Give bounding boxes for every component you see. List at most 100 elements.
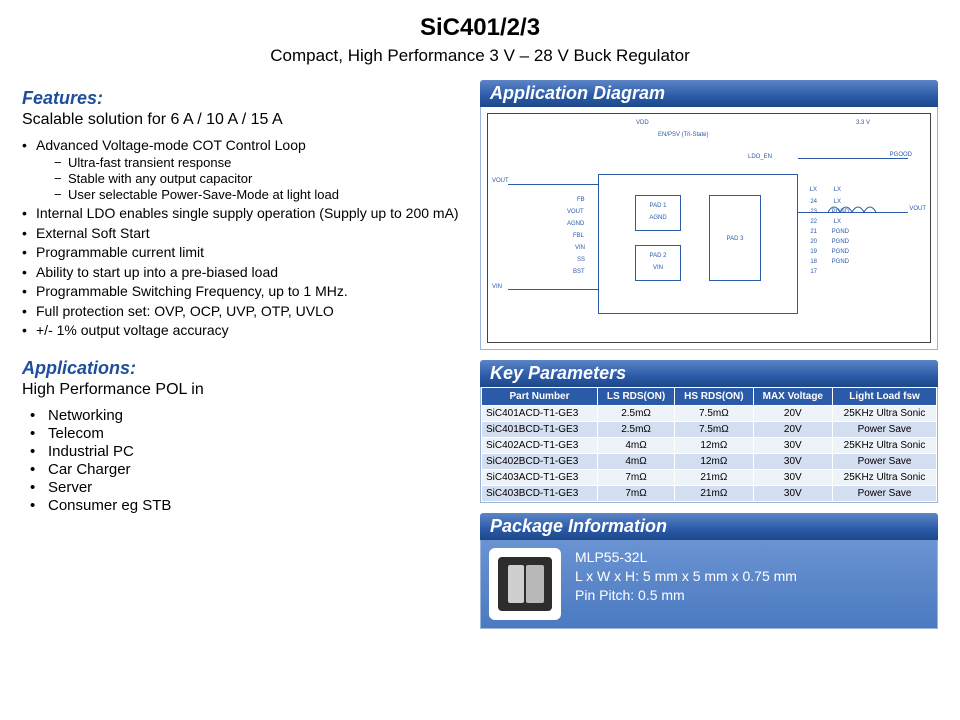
package-chip-icon: [489, 548, 561, 620]
diag-label: FBL: [573, 233, 584, 239]
table-cell: 7.5mΩ: [675, 406, 753, 422]
table-cell: 30V: [753, 470, 832, 486]
table-cell: 7.5mΩ: [675, 422, 753, 438]
diag-label: AGND: [649, 215, 666, 221]
feature-item: Programmable current limit: [22, 244, 462, 262]
table-row: SiC401ACD-T1-GE32.5mΩ7.5mΩ20V25KHz Ultra…: [482, 406, 937, 422]
table-cell: 12mΩ: [675, 438, 753, 454]
features-list: Advanced Voltage-mode COT Control Loop U…: [22, 137, 462, 340]
table-cell: 30V: [753, 438, 832, 454]
diag-label: VIN: [575, 245, 585, 251]
table-cell: 30V: [753, 486, 832, 502]
feature-item: Ability to start up into a pre-biased lo…: [22, 264, 462, 282]
app-item: Server: [30, 479, 462, 496]
col-header: Light Load fsw: [833, 388, 937, 406]
app-item: Telecom: [30, 425, 462, 442]
table-cell: 25KHz Ultra Sonic: [833, 438, 937, 454]
table-cell: 25KHz Ultra Sonic: [833, 470, 937, 486]
left-column: Features: Scalable solution for 6 A / 10…: [22, 80, 462, 629]
features-lead: Scalable solution for 6 A / 10 A / 15 A: [22, 111, 462, 129]
app-diagram-panel: VDD EN/PSV (Tri-State) 3.3 V LDO_EN PGOO…: [480, 107, 938, 350]
table-row: SiC402ACD-T1-GE34mΩ12mΩ30V25KHz Ultra So…: [482, 438, 937, 454]
table-row: SiC403ACD-T1-GE37mΩ21mΩ30V25KHz Ultra So…: [482, 470, 937, 486]
table-cell: SiC402ACD-T1-GE3: [482, 438, 598, 454]
table-cell: SiC401ACD-T1-GE3: [482, 406, 598, 422]
table-cell: 2.5mΩ: [598, 406, 675, 422]
table-row: SiC403BCD-T1-GE37mΩ21mΩ30VPower Save: [482, 486, 937, 502]
diag-label: VIN: [492, 284, 502, 290]
diag-label: PGND: [832, 249, 849, 255]
diag-label: VIN: [653, 265, 663, 271]
table-cell: 7mΩ: [598, 486, 675, 502]
applications-list: Networking Telecom Industrial PC Car Cha…: [22, 407, 462, 514]
col-header: Part Number: [482, 388, 598, 406]
feature-item: Advanced Voltage-mode COT Control Loop: [36, 137, 306, 153]
feature-item: Programmable Switching Frequency, up to …: [22, 283, 462, 301]
diag-label: LX: [834, 187, 841, 193]
applications-heading: Applications:: [22, 358, 462, 379]
right-column: Application Diagram VDD EN/PSV (Tri-Stat…: [480, 80, 938, 629]
table-cell: SiC403ACD-T1-GE3: [482, 470, 598, 486]
diag-label: AGND: [567, 221, 584, 227]
feature-subitem: User selectable Power-Save-Mode at light…: [54, 187, 462, 203]
table-cell: Power Save: [833, 422, 937, 438]
package-heading: Package Information: [480, 513, 938, 540]
diag-label: PGND: [832, 239, 849, 245]
feature-subitem: Ultra-fast transient response: [54, 155, 462, 171]
params-table: Part Number LS RDS(ON) HS RDS(ON) MAX Vo…: [481, 387, 937, 502]
table-cell: 20V: [753, 406, 832, 422]
diag-label: PAD 2: [650, 253, 667, 259]
key-params-panel: Part Number LS RDS(ON) HS RDS(ON) MAX Vo…: [480, 387, 938, 503]
table-cell: 21mΩ: [675, 470, 753, 486]
table-cell: 25KHz Ultra Sonic: [833, 406, 937, 422]
feature-item: Internal LDO enables single supply opera…: [22, 205, 462, 223]
diag-label: VOUT: [909, 206, 926, 212]
table-cell: 30V: [753, 454, 832, 470]
applications-lead: High Performance POL in: [22, 381, 462, 399]
col-header: MAX Voltage: [753, 388, 832, 406]
package-dims: L x W x H: 5 mm x 5 mm x 0.75 mm: [575, 567, 797, 586]
feature-item: Full protection set: OVP, OCP, UVP, OTP,…: [22, 303, 462, 321]
feature-subitem: Stable with any output capacitor: [54, 171, 462, 187]
table-row: SiC401BCD-T1-GE32.5mΩ7.5mΩ20VPower Save: [482, 422, 937, 438]
diag-label: VDD: [636, 120, 649, 126]
table-row: SiC402BCD-T1-GE34mΩ12mΩ30VPower Save: [482, 454, 937, 470]
page-title: SiC401/2/3: [22, 14, 938, 42]
diag-label: EN/PSV (Tri-State): [658, 132, 708, 138]
table-cell: 12mΩ: [675, 454, 753, 470]
table-cell: SiC401BCD-T1-GE3: [482, 422, 598, 438]
diag-label: BST: [573, 269, 585, 275]
app-item: Consumer eg STB: [30, 497, 462, 514]
package-pitch: Pin Pitch: 0.5 mm: [575, 586, 797, 605]
feature-item: +/- 1% output voltage accuracy: [22, 322, 462, 340]
package-panel: MLP55-32L L x W x H: 5 mm x 5 mm x 0.75 …: [480, 540, 938, 629]
diag-label: 3.3 V: [856, 120, 870, 126]
table-cell: 21mΩ: [675, 486, 753, 502]
table-cell: Power Save: [833, 454, 937, 470]
package-name: MLP55-32L: [575, 548, 797, 567]
diag-label: PAD 1: [650, 203, 667, 209]
features-heading: Features:: [22, 88, 462, 109]
diag-label: SS: [577, 257, 585, 263]
diag-label: FB: [577, 197, 585, 203]
diag-label: LX: [810, 187, 817, 193]
app-diagram-heading: Application Diagram: [480, 80, 938, 107]
table-cell: SiC402BCD-T1-GE3: [482, 454, 598, 470]
circuit-diagram: VDD EN/PSV (Tri-State) 3.3 V LDO_EN PGOO…: [487, 113, 931, 343]
app-item: Networking: [30, 407, 462, 424]
diag-label: VOUT: [492, 178, 509, 184]
feature-item: External Soft Start: [22, 225, 462, 243]
table-cell: 2.5mΩ: [598, 422, 675, 438]
table-cell: Power Save: [833, 486, 937, 502]
diag-label: PAD 3: [727, 236, 744, 242]
page-subtitle: Compact, High Performance 3 V – 28 V Buc…: [22, 46, 938, 66]
col-header: HS RDS(ON): [675, 388, 753, 406]
diag-label: PGND: [832, 229, 849, 235]
diag-label: PGND: [832, 259, 849, 265]
col-header: LS RDS(ON): [598, 388, 675, 406]
diag-label: LDO_EN: [748, 154, 772, 160]
table-cell: 4mΩ: [598, 438, 675, 454]
app-item: Car Charger: [30, 461, 462, 478]
table-cell: 4mΩ: [598, 454, 675, 470]
app-item: Industrial PC: [30, 443, 462, 460]
